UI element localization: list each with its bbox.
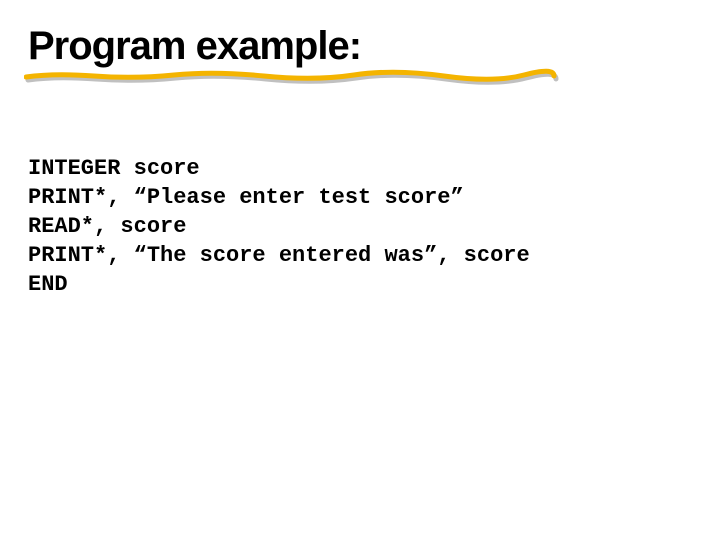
code-line-1: INTEGER score (28, 156, 200, 181)
code-line-4: PRINT*, “The score entered was”, score (28, 243, 530, 268)
code-line-5: END (28, 272, 68, 297)
slide-title: Program example: (28, 24, 692, 69)
code-block: INTEGER score PRINT*, “Please enter test… (28, 125, 692, 299)
title-underline (28, 71, 692, 89)
code-line-3: READ*, score (28, 214, 186, 239)
code-line-2: PRINT*, “Please enter test score” (28, 185, 464, 210)
